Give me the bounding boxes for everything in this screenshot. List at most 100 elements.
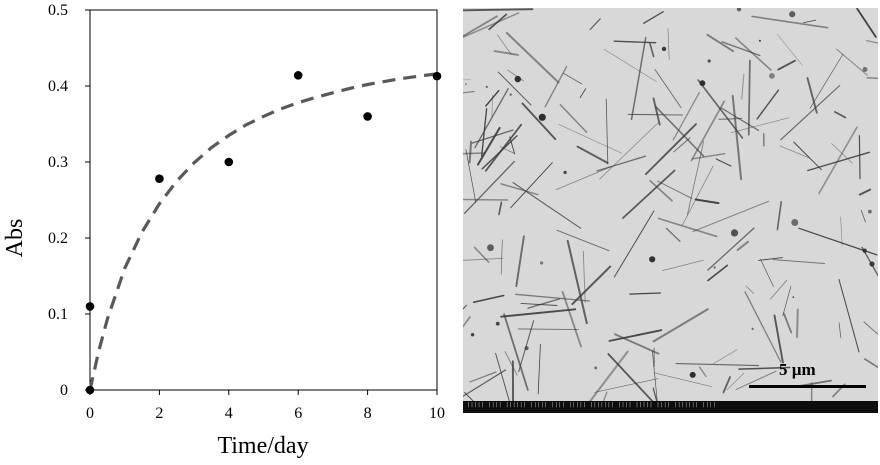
fiber-strand xyxy=(758,257,784,261)
fiber-strand xyxy=(691,152,726,160)
fiber-strand xyxy=(463,152,486,155)
fiber-strand xyxy=(613,210,655,278)
particle-spot xyxy=(485,85,488,89)
fiber-strand xyxy=(555,166,612,191)
y-tick-label: 0 xyxy=(60,382,68,399)
fiber-strand xyxy=(756,89,780,120)
particle-spot xyxy=(862,67,868,72)
fiber-strand xyxy=(463,369,507,397)
particle-spot xyxy=(495,321,500,326)
fiber-strand xyxy=(493,50,519,56)
fiber-strand xyxy=(687,141,705,215)
fiber-strand xyxy=(667,28,670,60)
fiber-strand xyxy=(587,350,629,405)
fiber-strand xyxy=(783,312,793,334)
fiber-strand xyxy=(463,316,471,328)
fiber-strand xyxy=(463,257,504,261)
fiber-strand xyxy=(806,77,818,114)
fiber-strand xyxy=(779,145,810,159)
fiber-strand xyxy=(571,265,612,305)
fiber-strand xyxy=(463,90,475,94)
fiber-strand xyxy=(715,158,732,167)
fiber-strand xyxy=(561,290,582,348)
fiber-strand xyxy=(469,371,497,383)
x-tick-label: 8 xyxy=(364,405,372,422)
fiber-strand xyxy=(745,285,755,294)
fiber-strand xyxy=(769,280,788,300)
fiber-strand xyxy=(856,8,877,38)
data-point xyxy=(224,157,234,167)
data-point xyxy=(85,302,95,311)
fiber-strand xyxy=(720,107,760,132)
fiber-strand xyxy=(463,198,509,201)
particle-spot xyxy=(730,229,739,237)
fiber-strand xyxy=(491,94,493,117)
tem-micrograph: ||||| |||| |||||| ||||| |||| ||||| |||||… xyxy=(463,8,878,413)
y-tick-label: 0.3 xyxy=(48,154,68,171)
fiber-strand xyxy=(504,350,518,376)
fiber-strand xyxy=(776,201,782,231)
fiber-strand xyxy=(497,71,532,106)
data-point xyxy=(432,71,442,81)
particle-spot xyxy=(509,93,512,96)
fiber-strand xyxy=(730,117,790,134)
fiber-strand xyxy=(744,291,782,363)
fiber-strand xyxy=(863,321,878,335)
fiber-strand xyxy=(579,88,587,99)
particle-spot xyxy=(769,73,775,79)
fiber-strand xyxy=(735,370,777,391)
fiber-strand xyxy=(613,40,657,44)
fiber-strand xyxy=(500,308,577,318)
fiber-strand xyxy=(803,19,817,24)
fiber-strand xyxy=(652,308,709,343)
fiber-strand xyxy=(741,73,745,100)
fiber-strand xyxy=(495,352,512,406)
y-tick-label: 0.5 xyxy=(48,2,68,19)
fiber-strand xyxy=(576,145,609,164)
fiber-strand xyxy=(860,209,866,223)
data-point xyxy=(293,71,303,80)
particle-spot xyxy=(487,244,494,252)
micrograph-info-strip: ||||| |||| |||||| ||||| |||| ||||| |||||… xyxy=(463,401,878,413)
fiber-strand xyxy=(472,294,505,303)
fiber-strand xyxy=(559,104,588,133)
x-tick-label: 10 xyxy=(429,405,445,422)
particle-spot xyxy=(524,346,529,351)
fiber-strand xyxy=(706,33,735,53)
fiber-strand xyxy=(675,363,760,367)
y-tick-label: 0.2 xyxy=(48,230,68,247)
fiber-strand xyxy=(772,259,826,265)
x-tick-label: 6 xyxy=(294,405,302,422)
fiber-strand xyxy=(627,114,683,116)
fiber-strand xyxy=(782,285,792,317)
fiber-strand xyxy=(864,358,878,369)
fiber-strand xyxy=(722,376,731,394)
particle-spot xyxy=(736,8,742,12)
fiber-strand xyxy=(649,42,655,58)
particle-spot xyxy=(869,261,875,267)
particle-spot xyxy=(661,46,667,52)
fiber-strand xyxy=(463,8,534,12)
fiber-strand xyxy=(838,278,860,353)
fiber-strand xyxy=(694,198,720,205)
x-axis-title: Time/day xyxy=(217,433,308,459)
fiber-strand xyxy=(566,239,588,325)
particle-spot xyxy=(470,333,475,337)
particle-spot xyxy=(689,371,696,378)
fiber-strand xyxy=(657,217,718,238)
fiber-strand xyxy=(520,302,558,306)
fiber-strand xyxy=(672,91,700,141)
fiber-strand xyxy=(662,259,704,271)
fiber-strand xyxy=(537,343,541,395)
fiber-strand xyxy=(497,34,512,55)
fiber-strand xyxy=(773,314,784,364)
fiber-strand xyxy=(476,126,501,166)
fiber-strand xyxy=(840,216,843,246)
fiber-strand xyxy=(603,48,657,82)
fiber-strand xyxy=(594,378,659,393)
fiber-strand xyxy=(582,250,586,303)
particle-spot xyxy=(538,113,546,121)
fiber-strand xyxy=(858,188,872,196)
fiber-strand xyxy=(858,135,861,180)
fiber-strand xyxy=(505,31,560,84)
